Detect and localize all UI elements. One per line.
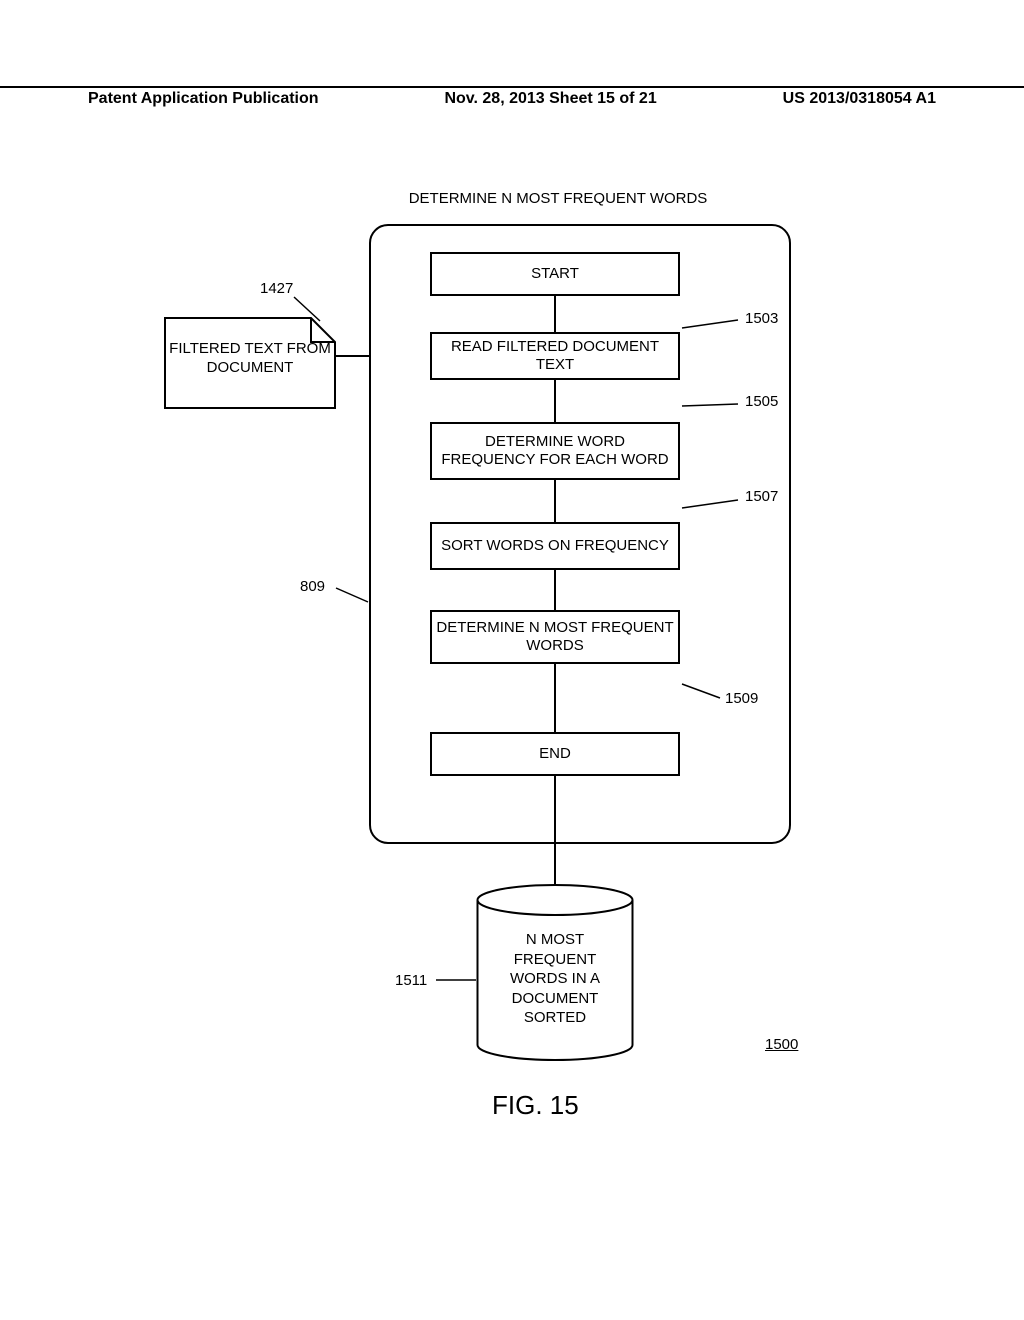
leader-1509: [682, 684, 720, 698]
header-right: US 2013/0318054 A1: [783, 90, 936, 108]
ref-1509: 1509: [725, 690, 758, 707]
diagram: DETERMINE N MOST FREQUENT WORDS: [0, 190, 1024, 1190]
header-center: Nov. 28, 2013 Sheet 15 of 21: [444, 90, 656, 108]
leader-809: [336, 588, 368, 602]
flow-box-start: START: [430, 252, 680, 296]
ref-809: 809: [300, 578, 325, 595]
leader-1503: [682, 320, 738, 328]
flow-box-nmost: DETERMINE N MOST FREQUENT WORDS: [430, 610, 680, 664]
ref-1503: 1503: [745, 310, 778, 327]
figure-number: 1500: [765, 1036, 798, 1053]
leader-1507: [682, 500, 738, 508]
document-label: FILTERED TEXT FROM DOCUMENT: [165, 340, 335, 378]
flow-box-freq: DETERMINE WORD FREQUENCY FOR EACH WORD: [430, 422, 680, 480]
leader-1505: [682, 404, 738, 406]
flow-box-read: READ FILTERED DOCUMENT TEXT: [430, 332, 680, 380]
ref-1511: 1511: [395, 972, 427, 989]
ref-1507: 1507: [745, 488, 778, 505]
flow-box-sort: SORT WORDS ON FREQUENCY: [430, 522, 680, 570]
flow-box-end: END: [430, 732, 680, 776]
cylinder-label: N MOST FREQUENT WORDS IN A DOCUMENT SORT…: [490, 930, 620, 1028]
page-header: Patent Application Publication Nov. 28, …: [0, 86, 1024, 108]
ref-1505: 1505: [745, 393, 778, 410]
ref-1427: 1427: [260, 280, 293, 297]
header-left: Patent Application Publication: [88, 90, 319, 108]
figure-caption: FIG. 15: [492, 1090, 579, 1121]
